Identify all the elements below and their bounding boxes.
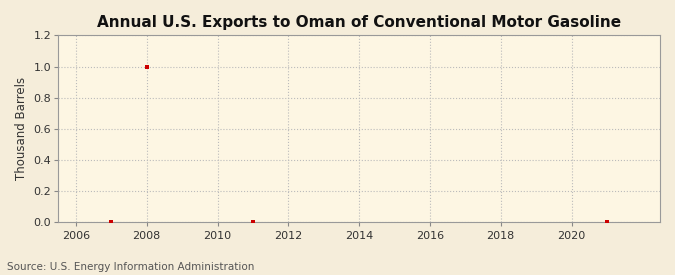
Point bbox=[106, 220, 117, 225]
Text: Source: U.S. Energy Information Administration: Source: U.S. Energy Information Administ… bbox=[7, 262, 254, 272]
Point bbox=[248, 220, 259, 225]
Point bbox=[601, 220, 612, 225]
Title: Annual U.S. Exports to Oman of Conventional Motor Gasoline: Annual U.S. Exports to Oman of Conventio… bbox=[97, 15, 621, 30]
Y-axis label: Thousand Barrels: Thousand Barrels bbox=[15, 77, 28, 180]
Point bbox=[141, 64, 152, 69]
